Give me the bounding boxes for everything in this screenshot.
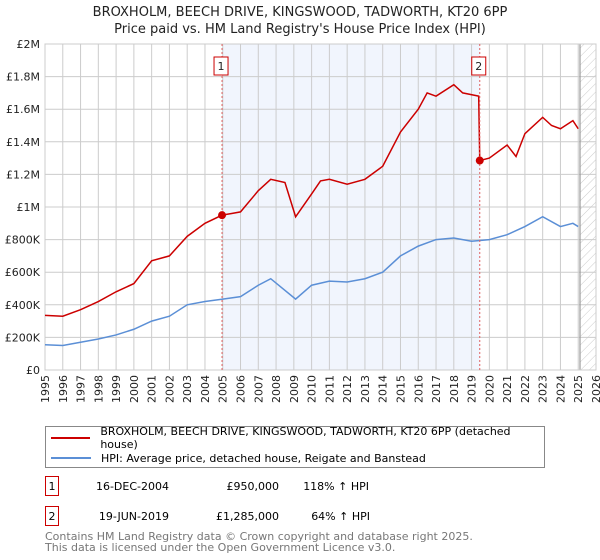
x-tick-label: 2019	[466, 375, 479, 403]
x-tick-label: 2000	[128, 375, 141, 403]
x-tick-label: 2002	[163, 375, 176, 403]
x-tick-label: 2012	[341, 375, 354, 403]
footer: Contains HM Land Registry data © Crown c…	[45, 531, 473, 553]
x-tick-label: 2010	[306, 375, 319, 403]
y-tick-label: £1.4M	[6, 136, 40, 149]
x-tick-label: 2007	[252, 375, 265, 403]
y-tick-label: £1.2M	[6, 168, 40, 181]
sale-row-1: 1 16-DEC-2004 £950,000 118% ↑ HPI	[45, 476, 369, 496]
sale-marker-number: 2	[475, 60, 482, 73]
sale-price: £1,285,000	[216, 509, 279, 523]
x-tick-label: 1999	[110, 375, 123, 403]
x-tick-label: 2017	[430, 375, 443, 403]
legend: BROXHOLM, BEECH DRIVE, KINGSWOOD, TADWOR…	[45, 425, 545, 468]
sale-marker-number: 1	[218, 60, 225, 73]
x-tick-label: 2015	[394, 375, 407, 403]
sale-date: 19-JUN-2019	[98, 509, 169, 523]
y-tick-label: £200K	[5, 331, 41, 344]
x-tick-label: 2008	[270, 375, 283, 403]
x-tick-label: 2006	[235, 375, 248, 403]
x-tick-label: 2005	[217, 375, 230, 403]
x-tick-label: 2014	[377, 375, 390, 403]
y-tick-label: £400K	[5, 299, 41, 312]
sale-marker-label: 1	[45, 476, 59, 496]
x-tick-label: 1996	[57, 375, 70, 403]
footer-line-2: This data is licensed under the Open Gov…	[45, 541, 396, 554]
sale-point	[475, 156, 484, 165]
x-tick-label: 2018	[448, 375, 461, 403]
x-tick-label: 2022	[519, 375, 532, 403]
subtitle-line: Price paid vs. HM Land Registry's House …	[114, 22, 486, 37]
x-tick-label: 1995	[39, 375, 52, 403]
sale-marker-label: 2	[45, 506, 59, 526]
sale-marker-box	[471, 56, 487, 76]
y-tick-label: £2M	[17, 38, 41, 51]
plot-border	[44, 43, 597, 371]
y-tick-label: £1M	[17, 201, 41, 214]
x-tick-label: 2021	[501, 375, 514, 403]
sale-hpi: 118% ↑ HPI	[303, 479, 369, 493]
title-line: BROXHOLM, BEECH DRIVE, KINGSWOOD, TADWOR…	[92, 5, 508, 20]
x-tick-label: 2020	[483, 375, 496, 403]
sale-row-2: 2 19-JUN-2019 £1,285,000 64% ↑ HPI	[45, 506, 370, 526]
x-tick-label: 1997	[75, 375, 88, 403]
chart-title: BROXHOLM, BEECH DRIVE, KINGSWOOD, TADWOR…	[0, 4, 600, 38]
x-tick-label: 1998	[92, 375, 105, 403]
x-tick-label: 2003	[181, 375, 194, 403]
x-tick-label: 2004	[199, 375, 212, 403]
legend-label-hpi: HPI: Average price, detached house, Reig…	[101, 451, 426, 465]
legend-swatch-hpi	[51, 457, 91, 459]
y-tick-label: £600K	[5, 266, 41, 279]
sale-price: £950,000	[226, 479, 280, 493]
hpi-line	[44, 215, 579, 347]
sale-hpi: 64% ↑ HPI	[311, 509, 370, 523]
price-chart: 1995 1996 1997 1998 1999 2000 2001 2002 2003 2004…	[5, 38, 600, 403]
sale-date: 16-DEC-2004	[95, 479, 169, 493]
y-tick-label: £800K	[5, 234, 41, 247]
x-tick-label: 2013	[359, 375, 372, 403]
x-tick-label: 2025	[572, 375, 585, 403]
sale-marker-box	[213, 56, 229, 76]
sale-point	[218, 211, 227, 220]
y-tick-label: £1.8M	[6, 71, 40, 84]
footer-line-1: Contains HM Land Registry data © Crown c…	[45, 530, 473, 543]
x-tick-label: 2026	[590, 375, 600, 403]
x-tick-label: 2024	[554, 375, 567, 403]
x-tick-label: 2001	[146, 375, 159, 403]
property-price-line	[44, 83, 579, 317]
x-tick-label: 2011	[323, 375, 336, 403]
x-tick-label: 2016	[412, 375, 425, 403]
legend-swatch-property	[51, 437, 91, 439]
y-tick-label: £1.6M	[6, 103, 40, 116]
x-tick-label: 2023	[537, 375, 550, 403]
legend-label-property: BROXHOLM, BEECH DRIVE, KINGSWOOD, TADWOR…	[100, 425, 511, 451]
y-tick-label: £0	[26, 364, 40, 377]
x-tick-label: 2009	[288, 375, 301, 403]
